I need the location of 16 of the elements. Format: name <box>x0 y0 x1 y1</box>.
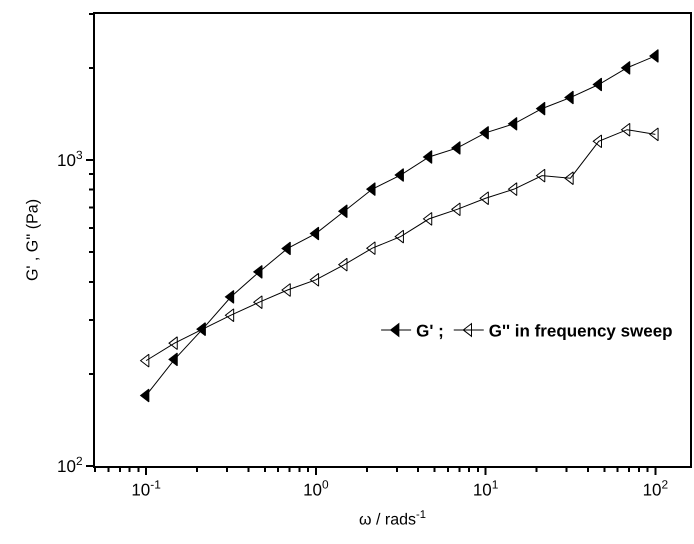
x-tick-label: 10$^{0}$ <box>303 477 329 500</box>
y-tick-label: 10$^{3}$ <box>57 148 83 170</box>
point <box>451 141 461 155</box>
x-tick-label: 10$^{-1}$ <box>131 477 162 500</box>
x-tick-label: 10$^{2}$ <box>642 477 668 500</box>
point <box>224 290 234 304</box>
y-axis-title: G' , G'' (Pa) <box>24 198 42 282</box>
point <box>310 226 320 240</box>
point <box>649 49 659 63</box>
x-axis-title: ω / rads$^{-1}$ <box>359 508 426 529</box>
point <box>422 150 432 164</box>
legend-label: G'' in frequency sweep <box>488 322 673 341</box>
x-tick-label: 10$^{1}$ <box>472 477 499 500</box>
legend-label: G' ; <box>416 322 444 341</box>
point <box>564 90 574 104</box>
point <box>422 212 432 226</box>
